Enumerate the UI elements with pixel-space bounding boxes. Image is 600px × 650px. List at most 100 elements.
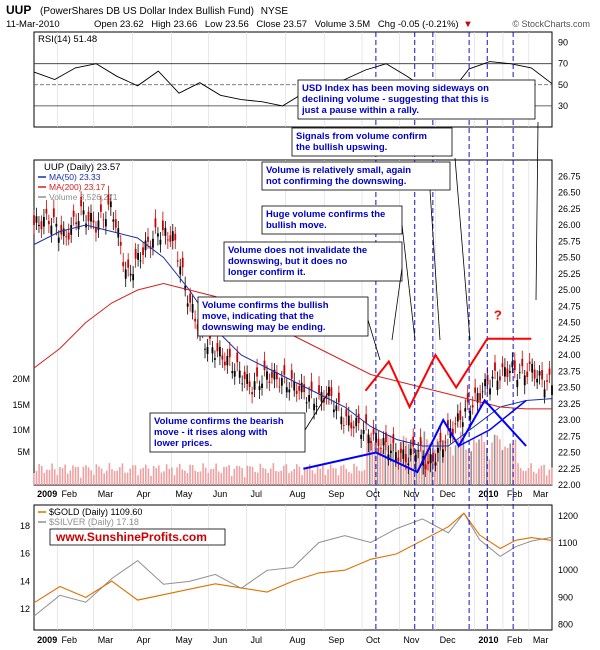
- price-candle-body: [87, 211, 90, 221]
- volume-bar: [374, 442, 376, 485]
- x-tick-label: 2010: [478, 489, 498, 499]
- x-tick-label: Feb: [61, 489, 77, 499]
- volume-bar: [441, 440, 444, 485]
- gold-legend-entry: $GOLD (Daily) 1109.60: [49, 507, 142, 517]
- volume-bar: [439, 441, 441, 485]
- price-candle-body: [310, 381, 313, 392]
- price-tick-label: 22.50: [558, 448, 581, 458]
- volume-bar: [324, 474, 327, 485]
- x-tick-label: 2010: [478, 635, 498, 645]
- volume-bar: [118, 467, 121, 485]
- volume-bar: [329, 464, 332, 485]
- volume-bar: [525, 470, 527, 485]
- volume-bar: [186, 472, 189, 485]
- annotation-line: longer confirm it.: [228, 267, 306, 278]
- price-candle-body: [142, 247, 144, 256]
- price-candle-body: [246, 374, 249, 384]
- volume-bar: [145, 464, 147, 485]
- price-candle-body: [305, 402, 308, 404]
- x-tick-label: Aug: [289, 489, 305, 499]
- price-candle-body: [541, 369, 543, 380]
- price-candle-body: [442, 449, 444, 458]
- price-candle-body: [109, 201, 112, 208]
- volume-bar: [103, 473, 105, 485]
- volume-bar: [207, 472, 210, 485]
- price-candle-body: [313, 403, 315, 411]
- volume-bar: [379, 447, 381, 485]
- price-candle-body: [223, 361, 226, 366]
- annotation-line: move, indicating that the: [202, 311, 314, 322]
- price-candle-body: [508, 370, 511, 373]
- price-candle-body: [124, 269, 127, 279]
- price-candle-body: [451, 428, 454, 436]
- price-candle-body: [494, 362, 496, 371]
- price-candle-body: [275, 372, 278, 380]
- price-candle-body: [236, 352, 239, 363]
- price-candle-body: [139, 260, 142, 262]
- price-candle-body: [350, 422, 353, 429]
- gold-tick-label: 1100: [558, 538, 577, 548]
- price-candle-body: [518, 372, 521, 374]
- volume-bar: [262, 467, 264, 485]
- price-candle-body: [194, 318, 197, 322]
- volume-bar: [538, 468, 540, 485]
- volume-bar: [282, 465, 285, 485]
- rsi-layer: 30 50 70 90 RSI(14) 51.48: [33, 34, 568, 111]
- price-candle-body: [459, 410, 462, 420]
- price-candle-body: [481, 391, 484, 393]
- price-candle-body: [144, 240, 147, 251]
- price-candle-body: [476, 393, 479, 403]
- volume-bar: [296, 464, 298, 485]
- price-candle-body: [548, 368, 551, 375]
- volume-bar: [215, 463, 217, 485]
- volume-bar: [108, 463, 111, 485]
- price-candle-body: [533, 369, 536, 379]
- x-tick-label: Mar: [98, 635, 114, 645]
- volume-bar: [410, 438, 413, 485]
- price-candle-body: [266, 371, 268, 380]
- price-candle-body: [332, 409, 335, 413]
- volume-bar: [413, 448, 415, 485]
- price-candle-body: [303, 384, 306, 393]
- volume-bar: [259, 463, 262, 485]
- price-candle-body: [335, 405, 338, 411]
- price-candle-body: [127, 259, 130, 268]
- volume-tick-label: 5M: [17, 447, 30, 457]
- volume-bar: [199, 471, 202, 485]
- volume-bar: [319, 468, 322, 485]
- volume-bar: [392, 440, 394, 485]
- annotation-leader-line: [401, 224, 416, 341]
- volume-bar: [241, 468, 243, 485]
- price-candle-body: [159, 239, 162, 245]
- annotation-line: downswing, but it does no: [228, 256, 347, 267]
- price-tick-label: 24.50: [558, 318, 581, 328]
- price-candle-body: [33, 215, 35, 225]
- volume-bar: [290, 471, 293, 485]
- volume-bar: [46, 469, 48, 485]
- price-candle-body: [65, 236, 68, 238]
- volume-bar: [212, 468, 215, 485]
- volume-bar: [467, 448, 470, 485]
- x-tick-label: Sep: [328, 635, 344, 645]
- volume-bar: [152, 465, 155, 485]
- volume-bar: [69, 470, 72, 485]
- exchange-text: NYSE: [261, 6, 289, 17]
- price-candle-body: [129, 273, 132, 276]
- price-candle-body: [147, 236, 149, 242]
- volume-bar: [363, 469, 366, 485]
- volume-bar: [61, 468, 64, 485]
- volume-bar: [66, 473, 69, 485]
- gold-tick-label: 1000: [558, 565, 578, 575]
- price-candle-body: [77, 221, 80, 230]
- open-text: Open 23.62: [94, 19, 144, 30]
- annotation-text: Signals from volume confirm the bullish u…: [296, 131, 427, 153]
- price-candle-body: [186, 303, 189, 307]
- volume-bar: [220, 472, 223, 485]
- price-candle-body: [320, 392, 323, 402]
- volume-bar: [210, 468, 212, 485]
- volume-bar: [165, 464, 168, 485]
- price-candle-body: [181, 257, 184, 268]
- volume-bar: [275, 471, 277, 485]
- ohlc-label: Open 23.62 High 23.66 Low 23.56 Close 23…: [94, 19, 473, 30]
